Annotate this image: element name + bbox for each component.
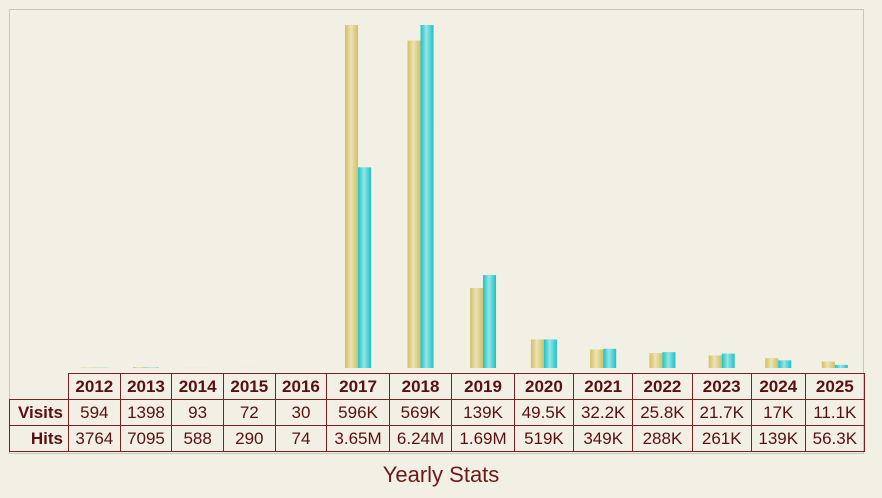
- corner-cell: [10, 374, 69, 400]
- bar-shine: [345, 25, 359, 368]
- year-header: 2015: [222, 373, 276, 400]
- bar-shine: [649, 353, 663, 368]
- row-label: Hits: [9, 425, 69, 452]
- value-cell: 17K: [750, 399, 806, 426]
- value-cell: 56.3K: [804, 425, 866, 452]
- bar-shine: [821, 361, 835, 368]
- value-cell: 594: [68, 399, 121, 426]
- bar-shine: [358, 167, 372, 368]
- bar-shine: [603, 348, 617, 368]
- year-header: 2017: [326, 373, 390, 400]
- value-cell: 7095: [119, 425, 173, 452]
- value-cell: 139K: [750, 425, 806, 452]
- value-cell: 290: [222, 425, 276, 452]
- year-header: 2016: [274, 373, 328, 400]
- value-cell: 569K: [388, 399, 453, 426]
- value-cell: 3764: [68, 425, 121, 452]
- year-header: 2022: [632, 373, 693, 400]
- row-label: Visits: [9, 399, 69, 426]
- year-header: 2013: [119, 373, 173, 400]
- value-cell: 596K: [326, 399, 390, 426]
- year-header: 2024: [750, 373, 806, 400]
- bar-shine: [662, 352, 676, 368]
- value-cell: 21.7K: [691, 399, 752, 426]
- value-cell: 349K: [573, 425, 634, 452]
- data-table: 2012 2013 2014 2015 2016 2017 2018 2019 2020 2021…: [9, 373, 866, 452]
- bar-shine: [543, 339, 557, 368]
- value-cell: 25.8K: [632, 399, 693, 426]
- bar-shine: [590, 349, 604, 368]
- value-cell: 6.24M: [388, 425, 453, 452]
- bar-shine: [420, 25, 434, 368]
- year-header: 2020: [513, 373, 575, 400]
- bar-shine: [407, 40, 421, 369]
- year-header: 2014: [171, 373, 224, 400]
- year-header: 2018: [388, 373, 453, 400]
- header-row: 2012 2013 2014 2015 2016 2017 2018 2019 2020 2021…: [10, 373, 866, 400]
- value-cell: 1.69M: [451, 425, 515, 452]
- value-cell: 519K: [513, 425, 575, 452]
- value-cell: 49.5K: [513, 399, 575, 426]
- year-header: 2012: [68, 373, 121, 400]
- value-cell: 11.1K: [804, 399, 866, 426]
- year-header: 2023: [691, 373, 752, 400]
- value-cell: 93: [171, 399, 224, 426]
- bar-shine: [132, 367, 146, 368]
- bar-shine: [530, 339, 544, 368]
- value-cell: 3.65M: [326, 425, 390, 452]
- bar-shine: [708, 355, 722, 368]
- value-cell: 261K: [691, 425, 752, 452]
- year-header: 2019: [451, 373, 515, 400]
- value-cell: 288K: [632, 425, 693, 452]
- value-cell: 74: [274, 425, 328, 452]
- series-row: Visits 594 1398 93 72 30 596K 569K 139K 49.5K 32.2…: [9, 399, 866, 426]
- bar-shine: [778, 360, 792, 368]
- value-cell: 72: [222, 399, 276, 426]
- value-cell: 32.2K: [573, 399, 634, 426]
- bar-shine: [470, 288, 484, 368]
- year-header: 2021: [573, 373, 634, 400]
- chart-title: Yearly Stats: [382, 462, 500, 487]
- value-cell: 139K: [451, 399, 515, 426]
- chart-frame: [9, 9, 864, 454]
- value-cell: 1398: [119, 399, 173, 426]
- bar-shine: [765, 358, 779, 368]
- bar-shine: [483, 275, 497, 368]
- year-header: 2025: [804, 373, 866, 400]
- value-cell: 30: [274, 399, 328, 426]
- series-row: Hits 3764 7095 588 290 74 3.65M 6.24M 1.69M 519K 3…: [9, 425, 866, 452]
- bar-shine: [834, 364, 848, 368]
- value-cell: 588: [171, 425, 224, 452]
- bar-shine: [721, 353, 735, 368]
